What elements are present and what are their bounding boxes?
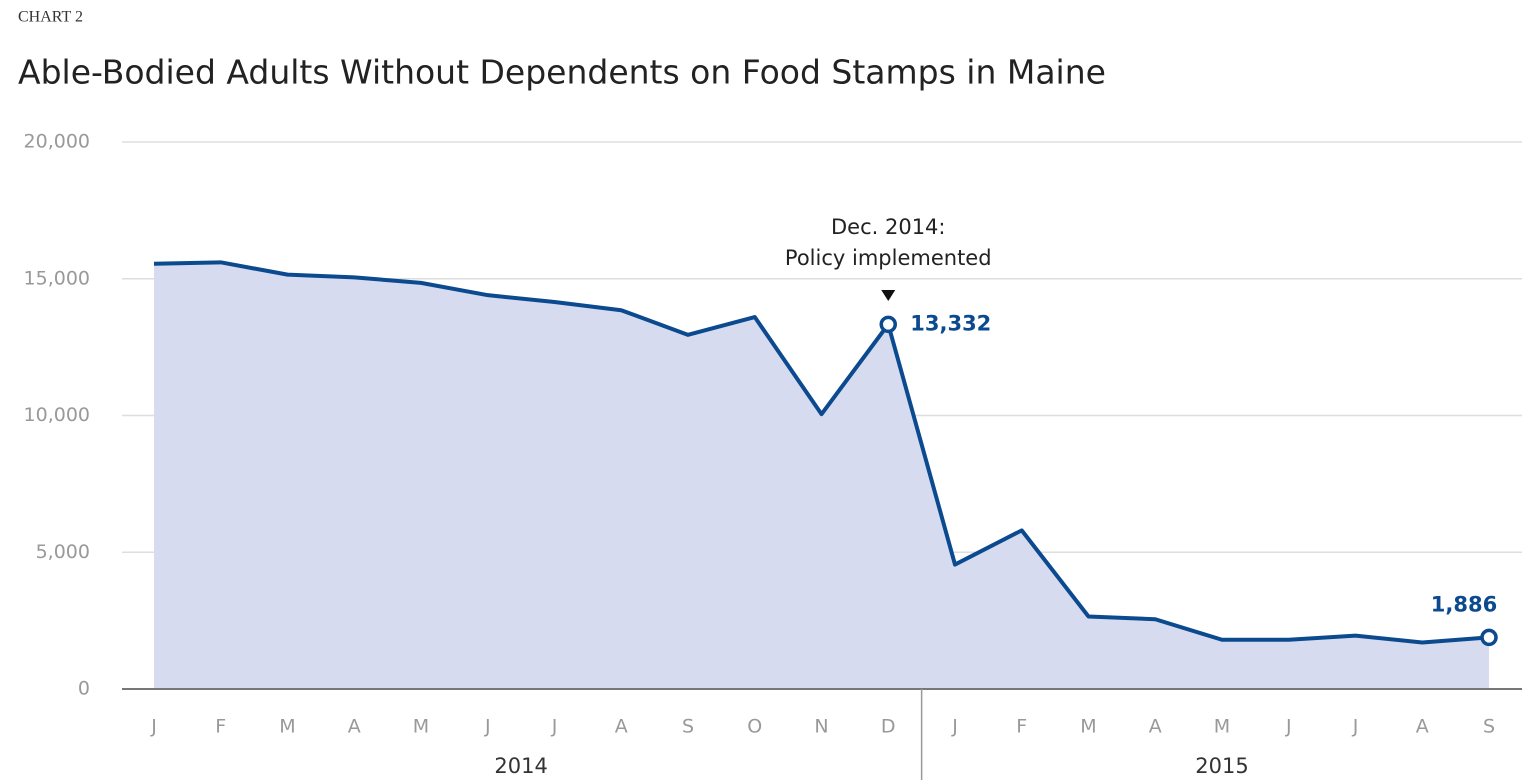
y-tick-label: 0 — [78, 678, 90, 700]
value-label: 13,332 — [910, 311, 991, 335]
annotation: Dec. 2014: — [831, 215, 946, 239]
x-tick-label: M — [279, 716, 295, 738]
annotation: Policy implemented — [785, 246, 992, 270]
x-tick-label: A — [615, 716, 628, 738]
x-tick-label: J — [150, 716, 157, 738]
y-tick-label: 15,000 — [24, 267, 90, 289]
point-marker — [1480, 628, 1498, 647]
x-tick-label: M — [1214, 716, 1230, 738]
x-group-label: 2015 — [1195, 754, 1248, 778]
x-tick-label: J — [551, 716, 558, 738]
x-tick-label: J — [951, 716, 958, 738]
x-tick-label: A — [1149, 716, 1162, 738]
y-tick-label: 5,000 — [36, 541, 90, 563]
area — [154, 262, 1489, 689]
y-tick-label: 20,000 — [24, 131, 90, 153]
chart-title: Able-Bodied Adults Without Dependents on… — [18, 53, 1106, 92]
x-tick-label: F — [1016, 716, 1027, 738]
chart-supertitle: CHART 2 — [18, 9, 83, 26]
x-tick-label: J — [1352, 716, 1359, 738]
value-label: 1,886 — [1431, 592, 1497, 616]
x-tick-label: A — [348, 716, 361, 738]
x-tick-label: M — [1080, 716, 1096, 738]
x-tick-label: N — [814, 716, 828, 738]
point-marker — [879, 315, 897, 334]
x-tick-label: S — [1483, 716, 1495, 738]
x-tick-label: M — [413, 716, 429, 738]
x-tick-label: J — [484, 716, 491, 738]
x-tick-label: S — [682, 716, 694, 738]
line — [153, 260, 1490, 645]
x-tick-label: F — [215, 716, 226, 738]
y-tick-label: 10,000 — [24, 404, 90, 426]
x-tick-label: O — [747, 716, 762, 738]
x-tick-label: A — [1416, 716, 1429, 738]
x-group-label: 2014 — [494, 754, 547, 778]
x-tick-label: D — [881, 716, 896, 738]
x-tick-label: J — [1285, 716, 1292, 738]
annotation-arrow — [881, 290, 896, 301]
